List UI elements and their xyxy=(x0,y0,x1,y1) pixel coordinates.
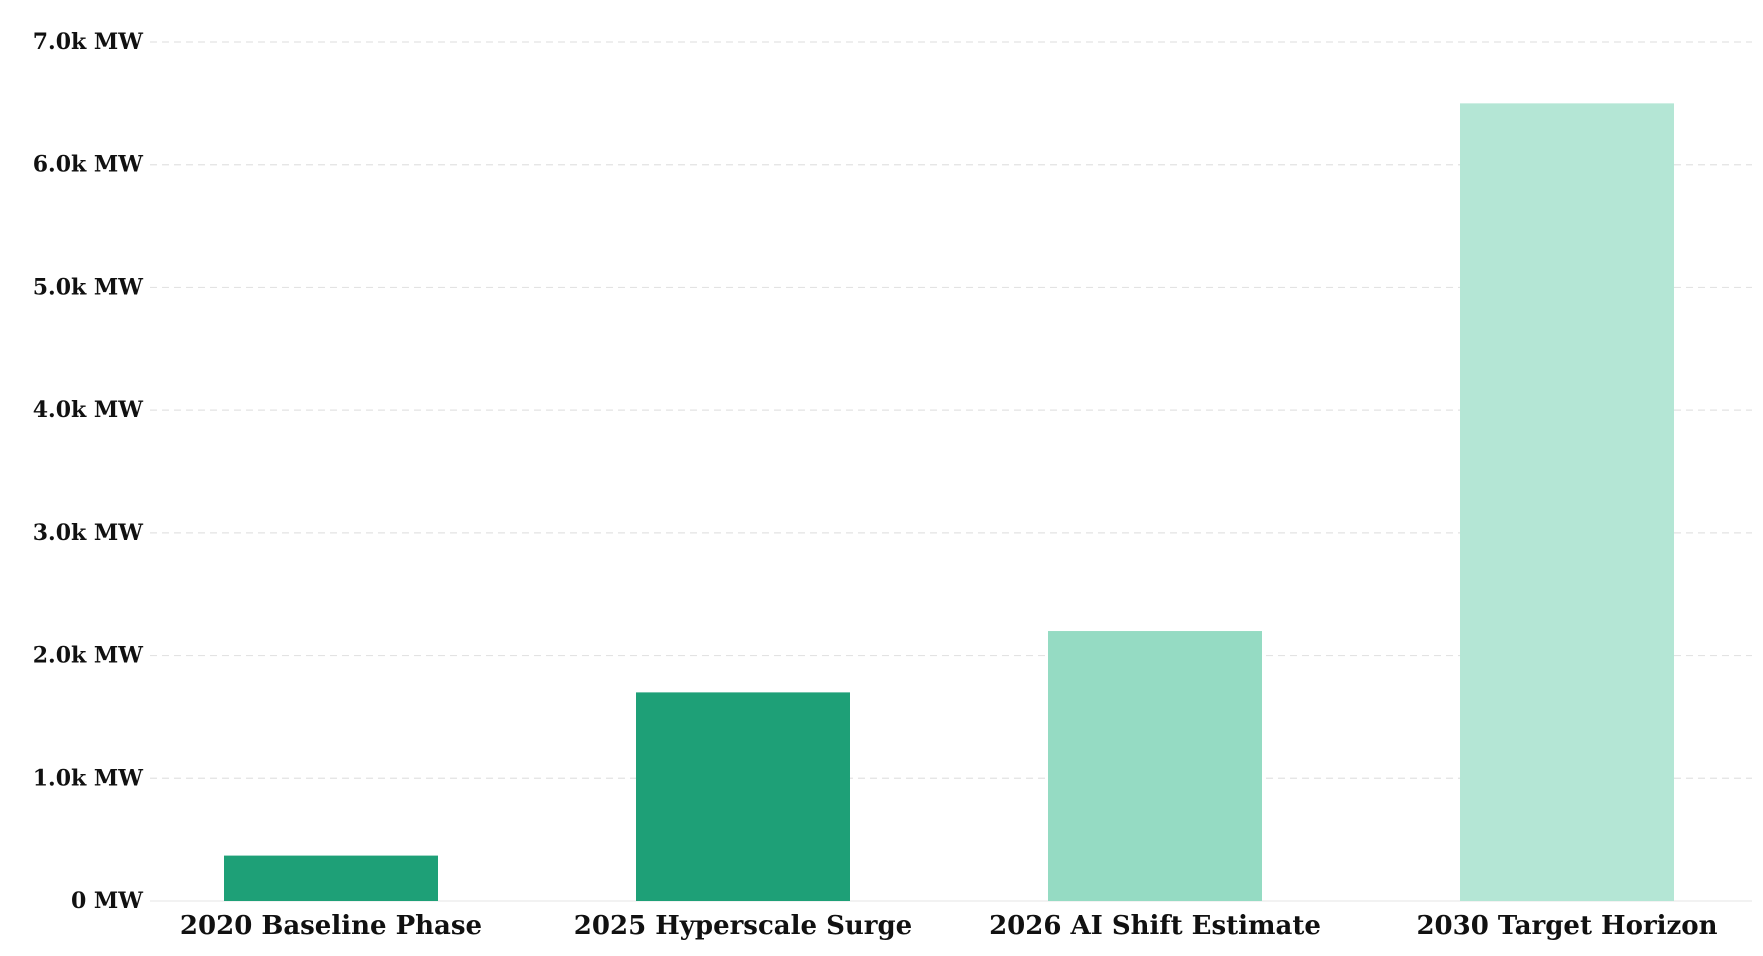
bar-1 xyxy=(224,855,438,901)
x-category-label: 2026 AI Shift Estimate xyxy=(989,911,1321,941)
x-category-label: 2020 Baseline Phase xyxy=(180,911,482,941)
y-tick-label: 0 MW xyxy=(71,888,143,914)
y-tick-label: 5.0k MW xyxy=(33,274,144,300)
y-axis-ticks: 0 MW 1.0k MW 2.0k MW 3.0k MW 4.0k MW 5.0k MW 6… xyxy=(33,29,144,914)
y-tick-label: 2.0k MW xyxy=(33,643,144,669)
x-category-label: 2030 Target Horizon xyxy=(1416,911,1717,941)
y-tick-label: 7.0k MW xyxy=(33,29,144,55)
y-tick-label: 3.0k MW xyxy=(33,520,144,546)
y-tick-label: 6.0k MW xyxy=(33,152,144,178)
y-tick-label: 1.0k MW xyxy=(33,765,144,791)
x-axis-categories: 2020 Baseline Phase 2025 Hyperscale Surge… xyxy=(180,911,1718,941)
bars xyxy=(224,103,1674,902)
y-tick-label: 4.0k MW xyxy=(33,397,144,423)
bar-4 xyxy=(1460,103,1674,902)
bar-3 xyxy=(1048,631,1262,901)
bar-2 xyxy=(636,692,850,901)
x-category-label: 2025 Hyperscale Surge xyxy=(574,911,912,941)
